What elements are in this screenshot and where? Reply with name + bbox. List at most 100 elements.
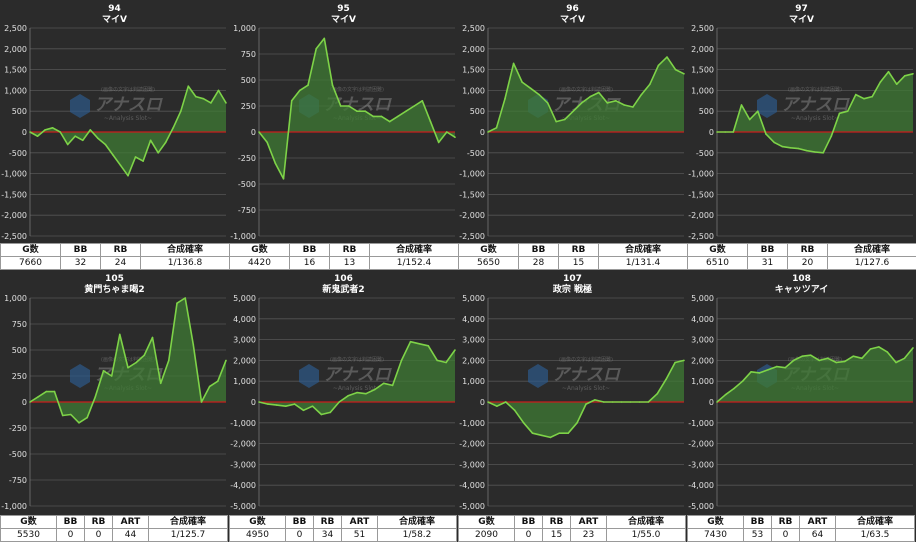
y-tick-label: 5,000 [462,294,485,303]
stats-header: BB [744,516,772,529]
data-point [78,422,80,424]
data-point [675,69,677,71]
data-point [307,84,309,86]
data-point [555,121,557,123]
data-point [275,162,277,164]
slump-graph: 95マイV1,0007505002500-250-500-750-1,000(画… [229,0,458,270]
data-point [683,360,685,362]
data-point [454,136,456,138]
data-point [445,362,447,364]
data-point [356,392,358,394]
y-tick-label: 1,000 [462,377,485,386]
watermark-top: (画像の文字は判読困難) [330,356,384,363]
data-point [160,383,162,385]
stats-header: BB [748,244,788,257]
data-point [67,144,69,146]
data-point [767,369,769,371]
data-point [135,362,137,364]
y-tick-label: -500 [9,149,27,158]
data-point [193,344,195,346]
stats-value: 1/152.4 [370,257,459,270]
data-point [904,75,906,77]
slump-graph: 106新鬼武者25,0004,0003,0002,0001,0000-1,000… [229,270,458,540]
slump-graph: 96マイV2,5002,0001,5001,0005000-500-1,000-… [458,0,687,270]
data-point [801,355,803,357]
data-point [172,127,174,129]
slump-graph: 97マイV2,5002,0001,5001,0005000-500-1,000-… [687,0,916,270]
data-point [759,372,761,374]
data-point [127,175,129,177]
data-point [505,401,507,403]
data-point [142,160,144,162]
data-point [410,341,412,343]
data-point [683,73,685,75]
data-point [776,366,778,368]
data-point [863,98,865,100]
data-point [347,395,349,397]
data-point [648,401,650,403]
y-tick-label: 250 [12,372,27,381]
y-tick-label: -500 [467,149,485,158]
data-point [888,71,890,73]
machine-name: 新鬼武者2 [322,283,364,295]
data-point [765,133,767,135]
data-point [356,110,358,112]
data-point [294,403,296,405]
stats-value: 6510 [688,257,748,270]
data-point [607,102,609,104]
data-point [135,156,137,158]
data-point [665,378,667,380]
y-tick-label: -1,500 [459,190,485,199]
data-point [521,81,523,83]
data-point [103,370,105,372]
y-tick-label: 500 [12,107,27,116]
data-point [504,98,506,100]
machine-number: 105 [105,274,124,284]
data-point [530,88,532,90]
stats-header: RB [559,244,599,257]
stats-header: ART [571,516,607,529]
y-tick-label: 4,000 [691,315,714,324]
stats-header: 合成確率 [149,516,228,529]
data-point [82,140,84,142]
data-point [523,422,525,424]
data-point [806,150,808,152]
data-point [621,401,623,403]
data-point [855,94,857,96]
stats-header: G数 [459,516,515,529]
machine-number: 108 [792,274,811,284]
y-tick-label: -1,000 [230,419,256,428]
y-tick-label: -750 [238,206,256,215]
data-point [338,401,340,403]
data-point [733,388,735,390]
y-tick-label: 0 [709,128,714,137]
data-point [438,142,440,144]
stats-value: 28 [519,257,559,270]
data-point [392,385,394,387]
data-point [209,386,211,388]
data-point [844,361,846,363]
stats-header: 合成確率 [836,516,915,529]
data-point [887,351,889,353]
data-point [514,410,516,412]
data-point [29,131,31,133]
y-tick-label: -3,000 [230,460,256,469]
data-point [365,393,367,395]
data-point [810,354,812,356]
data-point [312,405,314,407]
data-point [861,358,863,360]
data-point [742,380,744,382]
y-tick-label: 5,000 [691,294,714,303]
stats-value: 1/127.6 [828,257,916,270]
y-tick-label: -500 [696,149,714,158]
y-tick-label: 0 [709,398,714,407]
y-tick-label: 1,000 [233,24,256,33]
stats-header: BB [286,516,314,529]
data-point [615,100,617,102]
data-point [603,401,605,403]
y-tick-label: 2,000 [462,356,485,365]
y-tick-label: -1,000 [230,232,256,241]
